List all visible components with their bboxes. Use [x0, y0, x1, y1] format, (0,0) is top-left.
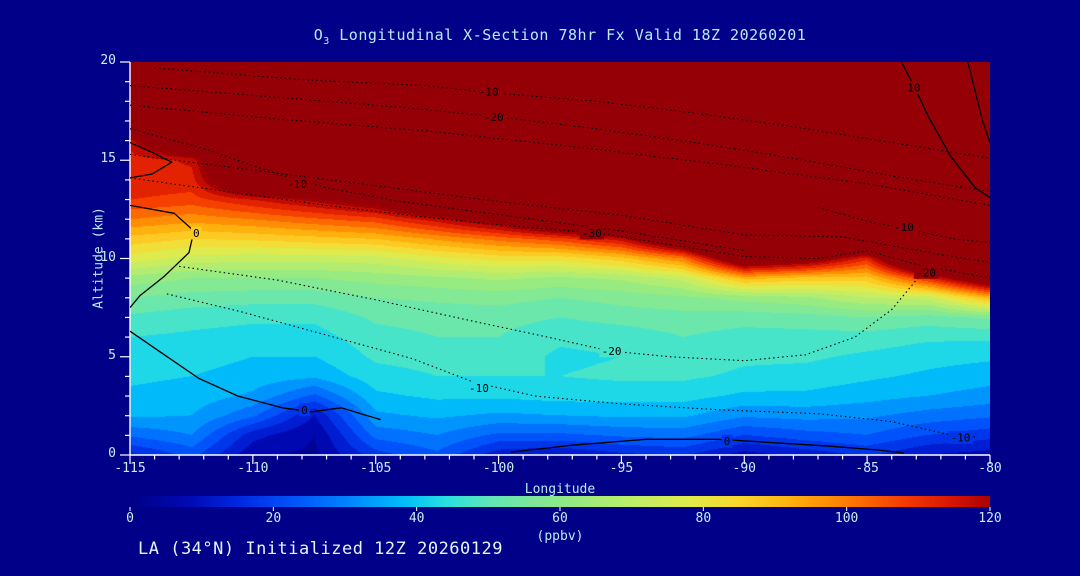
chart-title-subscript: 3: [323, 36, 330, 47]
colorbar-tick-label: 80: [695, 511, 712, 526]
heatmap-canvas: [130, 62, 990, 455]
colorbar-unit: (ppbv): [536, 529, 584, 544]
x-axis-tick-label: -115: [114, 461, 146, 476]
x-axis-tick-label: -80: [978, 461, 1002, 476]
x-axis-tick-label: -110: [237, 461, 269, 476]
run-info-text: LA (34°N) Initialized 12Z 20260129: [138, 539, 503, 559]
chart-title: O3 Longitudinal X-Section 78hr Fx Valid …: [130, 26, 990, 47]
colorbar-tick-label: 20: [265, 511, 282, 526]
colorbar: [130, 496, 990, 507]
x-axis-tick-label: -90: [732, 461, 757, 476]
colorbar-tick-label: 100: [834, 511, 859, 526]
y-axis-tick-label: 20: [100, 53, 116, 68]
x-axis-tick-label: -100: [482, 461, 515, 476]
colorbar-tick-label: 40: [408, 511, 425, 526]
colorbar-tick-label: 0: [126, 511, 134, 526]
x-axis-tick-label: -95: [609, 461, 634, 476]
y-axis-tick-label: 5: [108, 347, 116, 363]
y-axis-tick-label: 0: [108, 446, 116, 461]
chart-title-species: O: [313, 26, 324, 44]
colorbar-tick-label: 120: [978, 511, 1002, 526]
x-axis-tick-label: -105: [360, 461, 392, 476]
x-axis-title: Longitude: [524, 482, 596, 497]
y-axis-tick-label: 10: [100, 249, 116, 265]
x-axis-tick-label: -85: [855, 461, 879, 476]
colorbar-tick-label: 60: [552, 511, 568, 526]
chart-title-text: Longitudinal X-Section 78hr Fx Valid 18Z…: [329, 26, 807, 44]
y-axis-tick-label: 15: [100, 151, 116, 167]
